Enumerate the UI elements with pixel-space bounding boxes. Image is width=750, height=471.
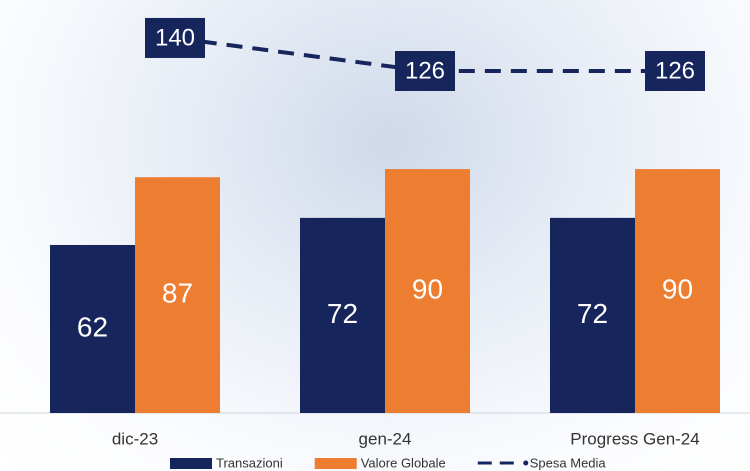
legend-label: Spesa Media (530, 455, 607, 470)
line-value-label: 126 (405, 57, 445, 84)
bar-value-label: 87 (162, 278, 193, 309)
bar-value-label: 72 (577, 298, 608, 329)
legend-swatch (170, 458, 212, 469)
x-tick-label: Progress Gen-24 (570, 429, 699, 448)
bar-value-label: 72 (327, 298, 358, 329)
legend-swatch (315, 458, 357, 469)
line-value-label: 126 (655, 57, 695, 84)
bar-value-label: 90 (412, 273, 443, 304)
x-tick-label: dic-23 (112, 429, 158, 448)
legend-label: Transazioni (216, 455, 283, 470)
chart: dic-23 62 87 gen-24 72 90 Progress Gen-24 72 90 1… (0, 0, 750, 471)
legend-label: Valore Globale (361, 455, 446, 470)
line-value-label: 140 (155, 24, 195, 51)
bar-value-label: 62 (77, 311, 108, 342)
x-tick-label: gen-24 (359, 429, 412, 448)
legend-dot (523, 461, 528, 466)
bar-value-label: 90 (662, 273, 693, 304)
